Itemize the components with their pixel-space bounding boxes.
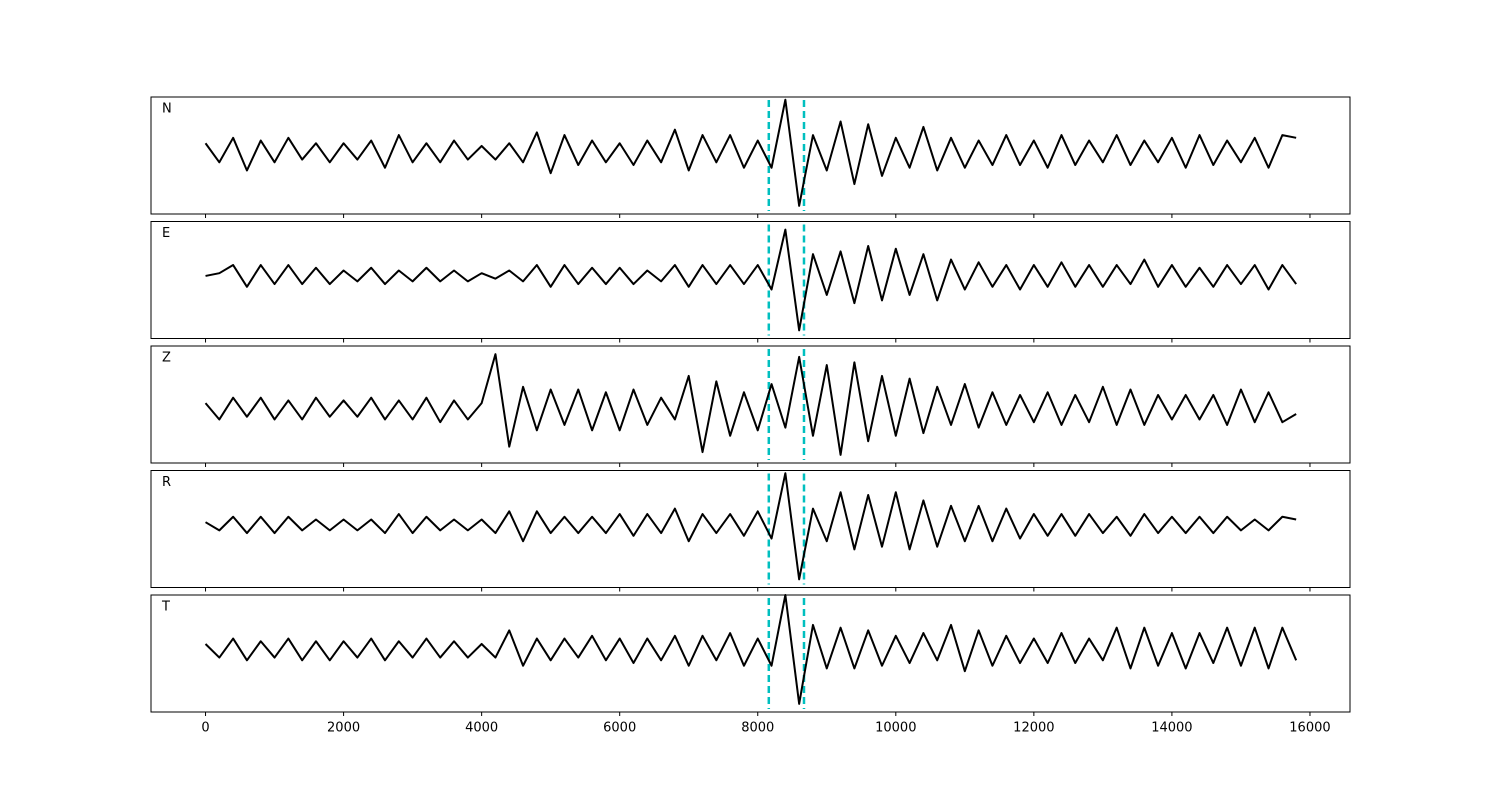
waveform: [204, 594, 1298, 705]
panel-frame: [150, 221, 1351, 339]
panel-label: R: [162, 475, 171, 490]
x-tick-label: 14000: [1151, 721, 1192, 736]
x-tick-label: 2000: [327, 721, 360, 736]
x-tick-label: 8000: [741, 721, 774, 736]
panel-frame: [150, 594, 1351, 713]
x-tick-label: 6000: [603, 721, 636, 736]
x-tick-label: 12000: [1013, 721, 1054, 736]
waveform: [205, 228, 1297, 332]
x-tick-label: 4000: [465, 721, 498, 736]
waveform: [204, 98, 1297, 207]
panel-frame: [150, 470, 1351, 588]
panel-label: N: [162, 102, 172, 117]
waveform: [205, 472, 1297, 581]
panel-label: Z: [162, 351, 171, 366]
panel-label: T: [161, 600, 170, 615]
panel-label: E: [162, 226, 170, 241]
panel-frame: [150, 96, 1351, 215]
waveform: [204, 353, 1297, 456]
x-tick-label: 16000: [1289, 721, 1330, 736]
panel-frame: [150, 345, 1351, 464]
x-tick-label: 0: [201, 721, 209, 736]
x-tick-label: 10000: [875, 721, 916, 736]
